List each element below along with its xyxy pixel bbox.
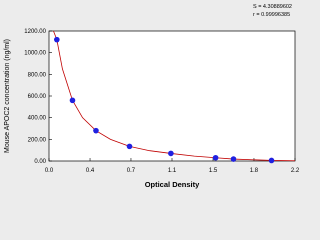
x-tick-label: 1.8 <box>250 168 259 174</box>
x-tick-label: 0.0 <box>45 168 54 174</box>
x-tick-label: 1.1 <box>168 168 177 174</box>
data-point <box>69 97 76 104</box>
data-point <box>230 156 237 162</box>
x-tick-label: 0.7 <box>127 168 136 174</box>
data-point <box>93 127 99 134</box>
data-point <box>268 157 275 164</box>
y-tick-label: 1000.00 <box>24 51 46 57</box>
annotation: r = 0.99996385 <box>253 12 290 18</box>
y-tick-label: 800.00 <box>28 72 47 78</box>
y-tick-label: 600.00 <box>28 94 47 100</box>
y-tick-label: 1200.00 <box>24 29 46 35</box>
x-axis-label: Optical Density <box>145 180 200 189</box>
x-tick-label: 1.5 <box>209 168 218 174</box>
data-point <box>212 154 219 161</box>
plot-area <box>48 30 296 162</box>
y-tick-label: 200.00 <box>28 137 47 143</box>
x-tick-label: 0.4 <box>86 168 95 174</box>
annotation: S = 4.30889602 <box>253 4 292 10</box>
y-tick-label: 0.00 <box>34 159 46 165</box>
data-point <box>168 150 174 157</box>
y-axis-label: Mouse APOC2 concentration (ng/ml) <box>4 39 11 153</box>
chart: S = 4.30889602 r = 0.99996385 Optical De… <box>4 4 300 189</box>
data-point <box>54 36 60 43</box>
data-point <box>126 143 133 150</box>
y-tick-label: 400.00 <box>28 116 47 122</box>
x-tick-label: 2.2 <box>291 168 300 174</box>
